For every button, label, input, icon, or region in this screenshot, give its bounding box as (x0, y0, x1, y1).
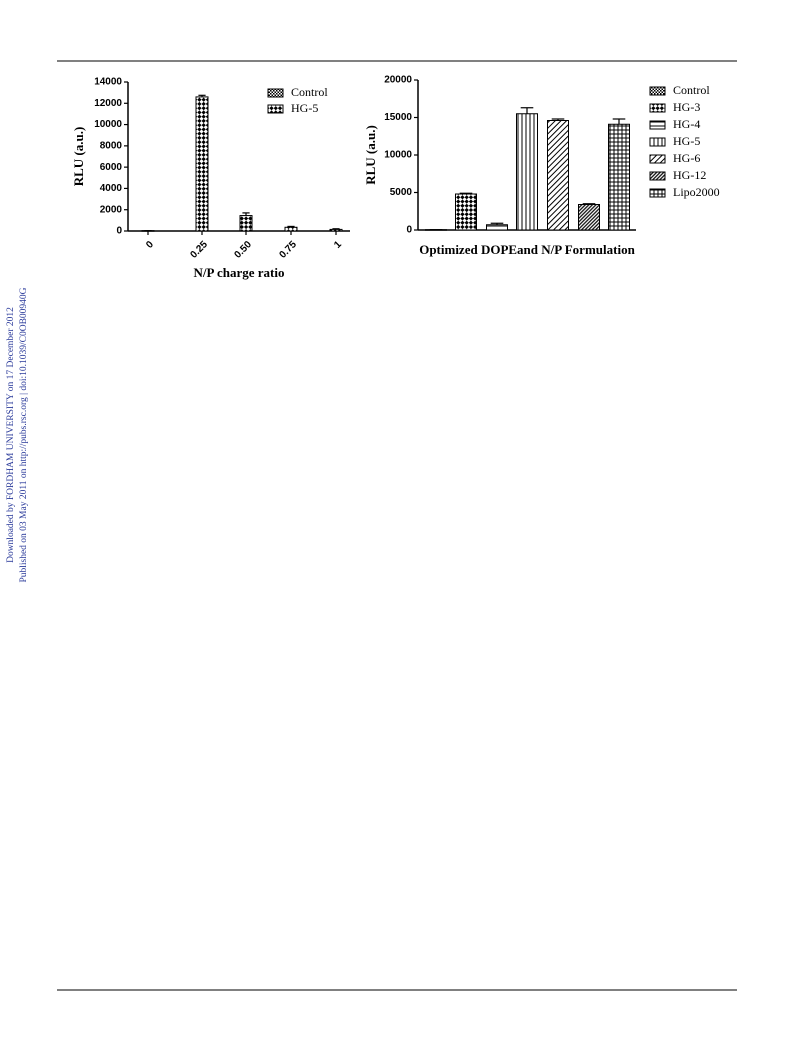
bar (239, 215, 253, 232)
x-tick-label: 0 (144, 239, 156, 251)
bar (516, 113, 538, 231)
y-axis-title: RLU (a.u.) (71, 127, 86, 187)
bar (284, 226, 298, 232)
legend-swatch (267, 88, 284, 98)
legend-label: HG-6 (673, 151, 700, 165)
y-tick-label: 15000 (384, 112, 412, 123)
legend-label: Control (291, 85, 328, 99)
y-tick-label: 12000 (94, 98, 122, 109)
legend-swatch (649, 154, 666, 164)
bar (578, 204, 600, 231)
legend-label: HG-3 (673, 100, 700, 114)
download-note: Downloaded by FORDHAM UNIVERSITY on 17 D… (6, 307, 16, 563)
y-tick-label: 10000 (384, 150, 412, 161)
y-tick-label: 20000 (384, 75, 412, 86)
legend-swatch (649, 120, 666, 130)
y-tick-label: 5000 (390, 187, 413, 198)
legend-label: HG-12 (673, 168, 706, 182)
bar (608, 123, 630, 231)
x-tick-label: 0.25 (188, 239, 210, 261)
legend-swatch (649, 188, 666, 198)
y-tick-label: 10000 (94, 119, 122, 130)
bar (455, 193, 477, 231)
y-tick-label: 4000 (100, 183, 123, 194)
legend-swatch (649, 137, 666, 147)
legend-label: Control (673, 83, 710, 97)
bar (486, 224, 508, 231)
legend-label: HG-5 (673, 134, 700, 148)
bar (547, 120, 569, 231)
legend-swatch (649, 103, 666, 113)
legend-label: HG-5 (291, 101, 318, 115)
y-axis-title: RLU (a.u.) (363, 125, 378, 185)
legend-label: HG-4 (673, 117, 700, 131)
x-tick-label: 0.75 (277, 239, 299, 261)
x-axis-title: Optimized DOPEand N/P Formulation (419, 242, 635, 257)
y-tick-label: 14000 (94, 77, 122, 88)
x-tick-label: 0.50 (232, 239, 254, 261)
legend-swatch (649, 171, 666, 181)
bar (195, 96, 209, 232)
legend-swatch (649, 86, 666, 96)
y-tick-label: 6000 (100, 162, 123, 173)
y-tick-label: 0 (116, 226, 122, 237)
bar (329, 228, 343, 232)
y-tick-label: 0 (406, 225, 412, 236)
figure: 0 2000 4000 6000 8000 10000 12000 14000 RLU (a.u… (71, 75, 720, 280)
legend-label: Lipo2000 (673, 185, 720, 199)
publish-note: Published on 03 May 2011 on http://pubs.… (19, 287, 29, 582)
y-tick-label: 2000 (100, 204, 123, 215)
y-tick-label: 8000 (100, 140, 123, 151)
x-tick-label: 1 (332, 239, 344, 251)
x-axis-title: N/P charge ratio (194, 265, 285, 280)
legend-swatch (267, 104, 284, 114)
